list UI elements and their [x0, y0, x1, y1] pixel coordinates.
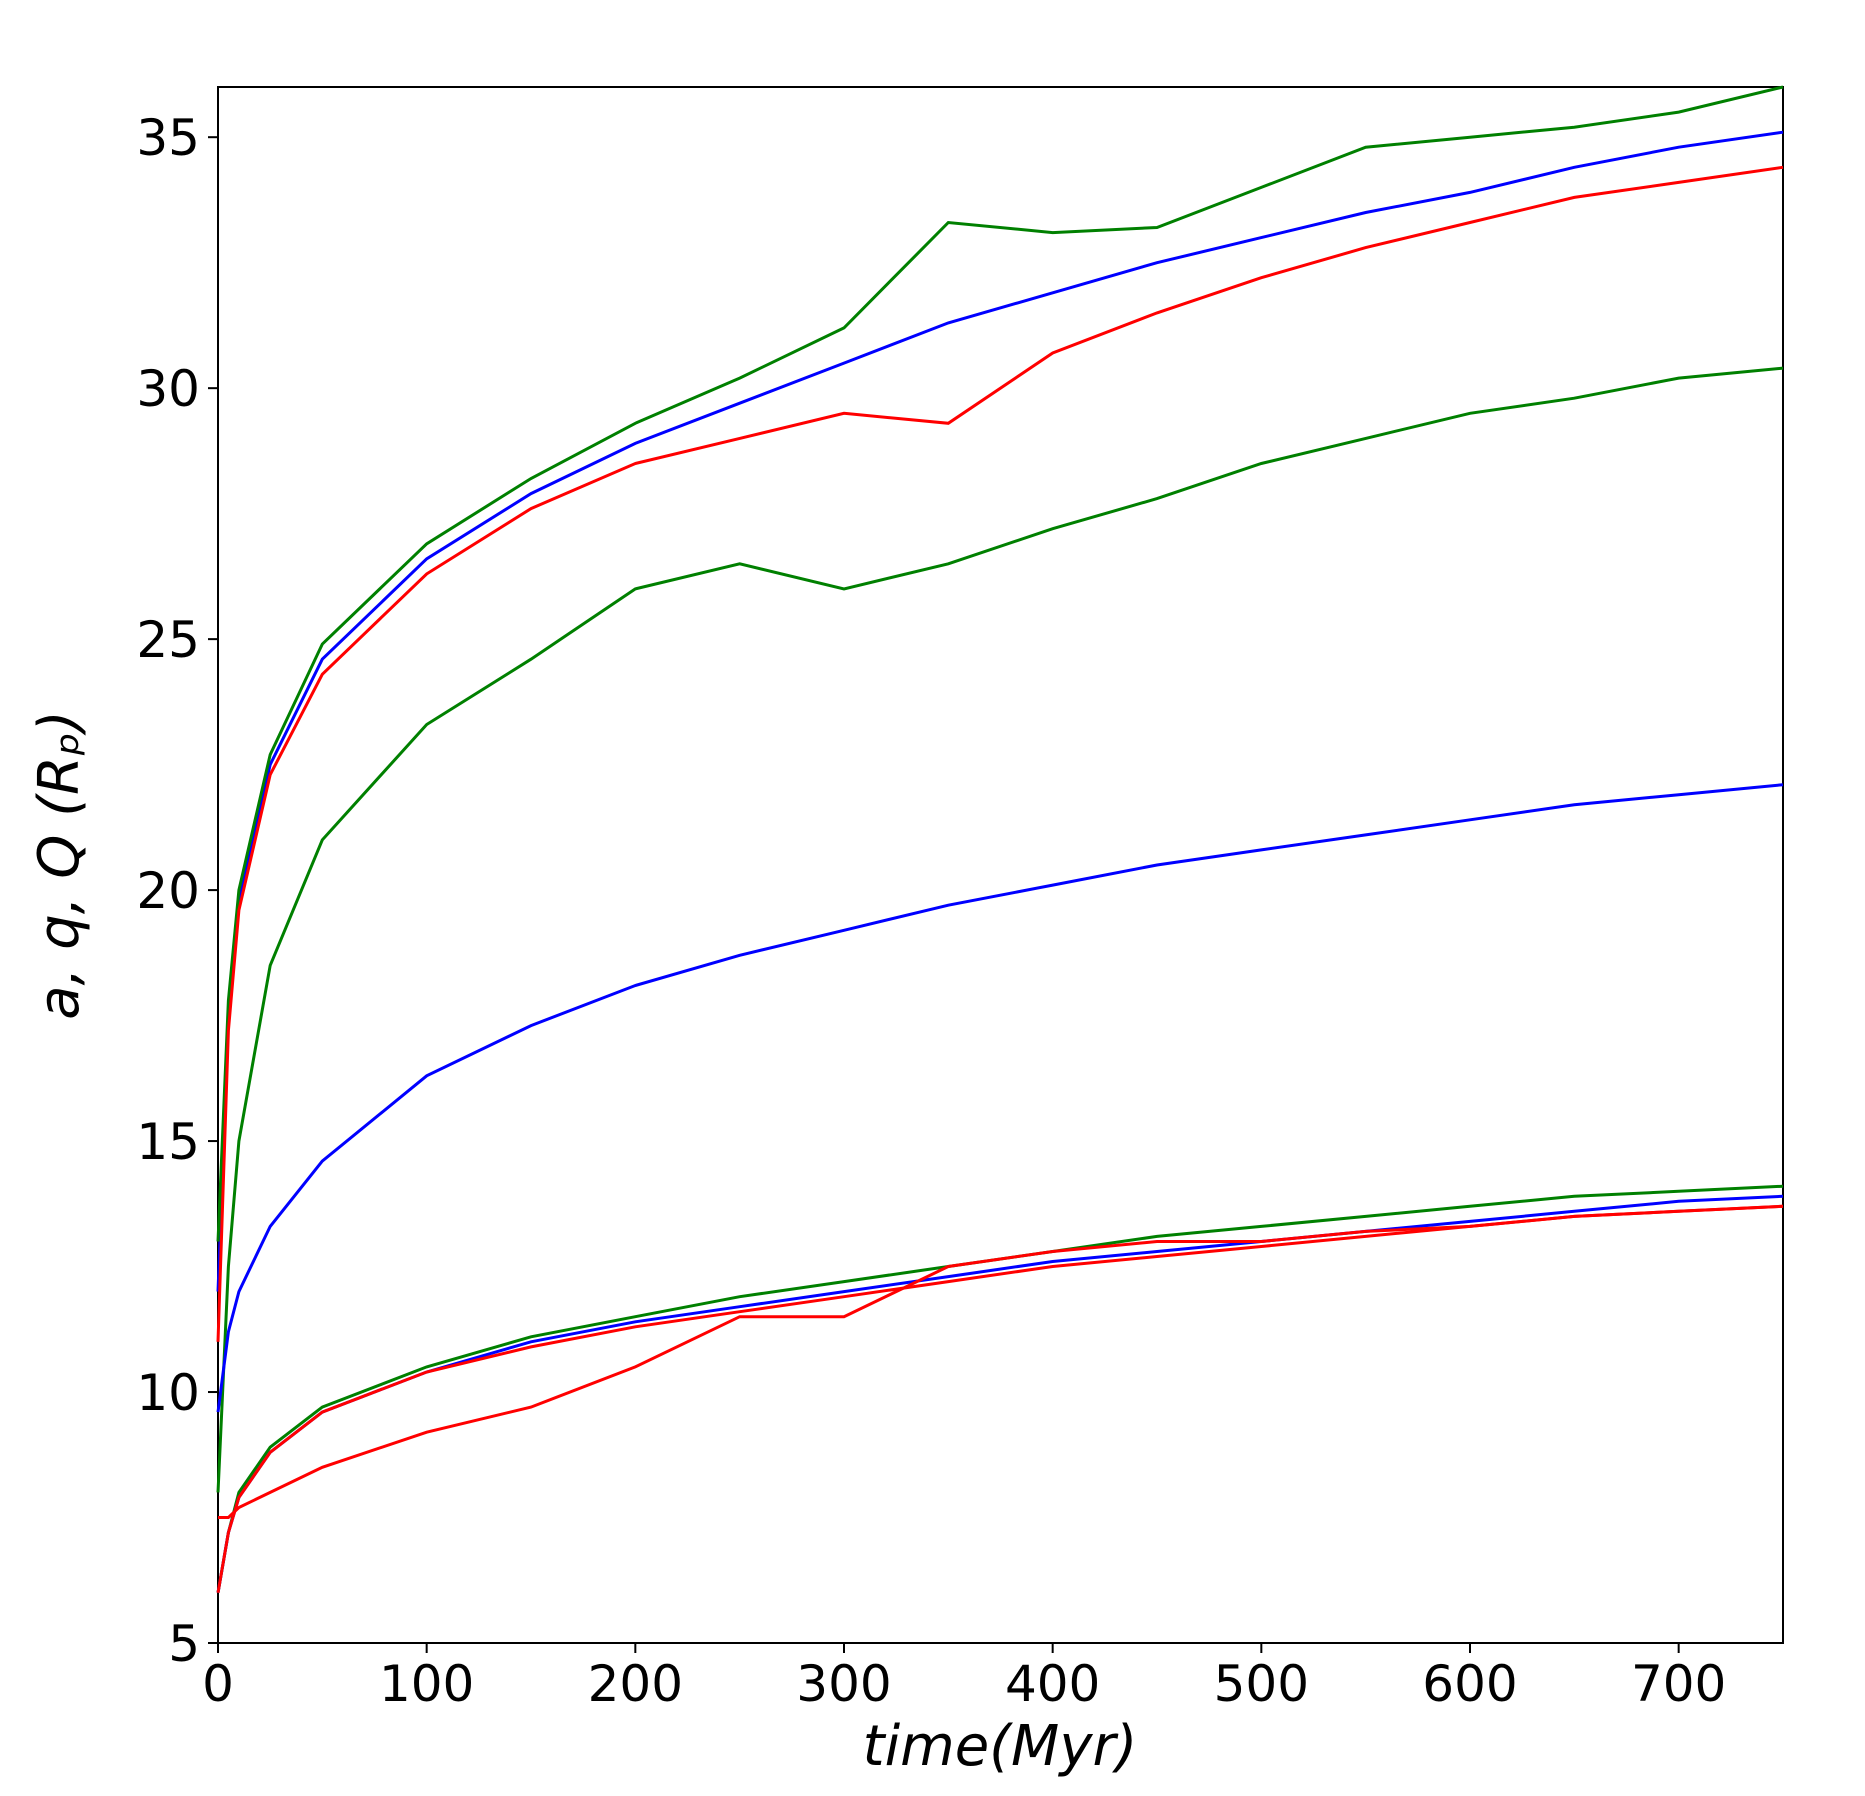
x-tick-label: 600: [1422, 1655, 1517, 1713]
series-line: [218, 1204, 1784, 1519]
series-line: [216, 783, 1784, 1413]
y-tick-label: 35: [136, 109, 200, 167]
x-axis-label: time(Myr): [863, 1714, 1138, 1779]
y-tick-label: 15: [136, 1113, 200, 1171]
y-axis-label: a, q, Q (Rₚ): [27, 710, 92, 1020]
x-tick-label: 700: [1631, 1655, 1726, 1713]
x-tick-label: 300: [796, 1655, 891, 1713]
x-tick-label: 200: [588, 1655, 683, 1713]
series-line: [216, 1184, 1784, 1594]
x-tick-label: 100: [379, 1655, 474, 1713]
x-tick-label: 500: [1214, 1655, 1309, 1713]
y-tick-label: 20: [136, 862, 200, 920]
plot-frame: [217, 86, 1784, 1644]
series-line: [216, 1194, 1784, 1594]
series-line: [216, 1204, 1784, 1594]
x-tick-label: 400: [1005, 1655, 1100, 1713]
x-tick-label: 0: [202, 1655, 234, 1713]
series-line: [216, 85, 1784, 1242]
y-tick-label: 30: [136, 360, 200, 418]
series-line: [216, 130, 1784, 1292]
series-line: [216, 366, 1784, 1493]
y-tick-label: 25: [136, 611, 200, 669]
series-line: [216, 165, 1784, 1342]
y-tick-label: 5: [168, 1615, 200, 1673]
y-tick-label: 10: [136, 1364, 200, 1422]
